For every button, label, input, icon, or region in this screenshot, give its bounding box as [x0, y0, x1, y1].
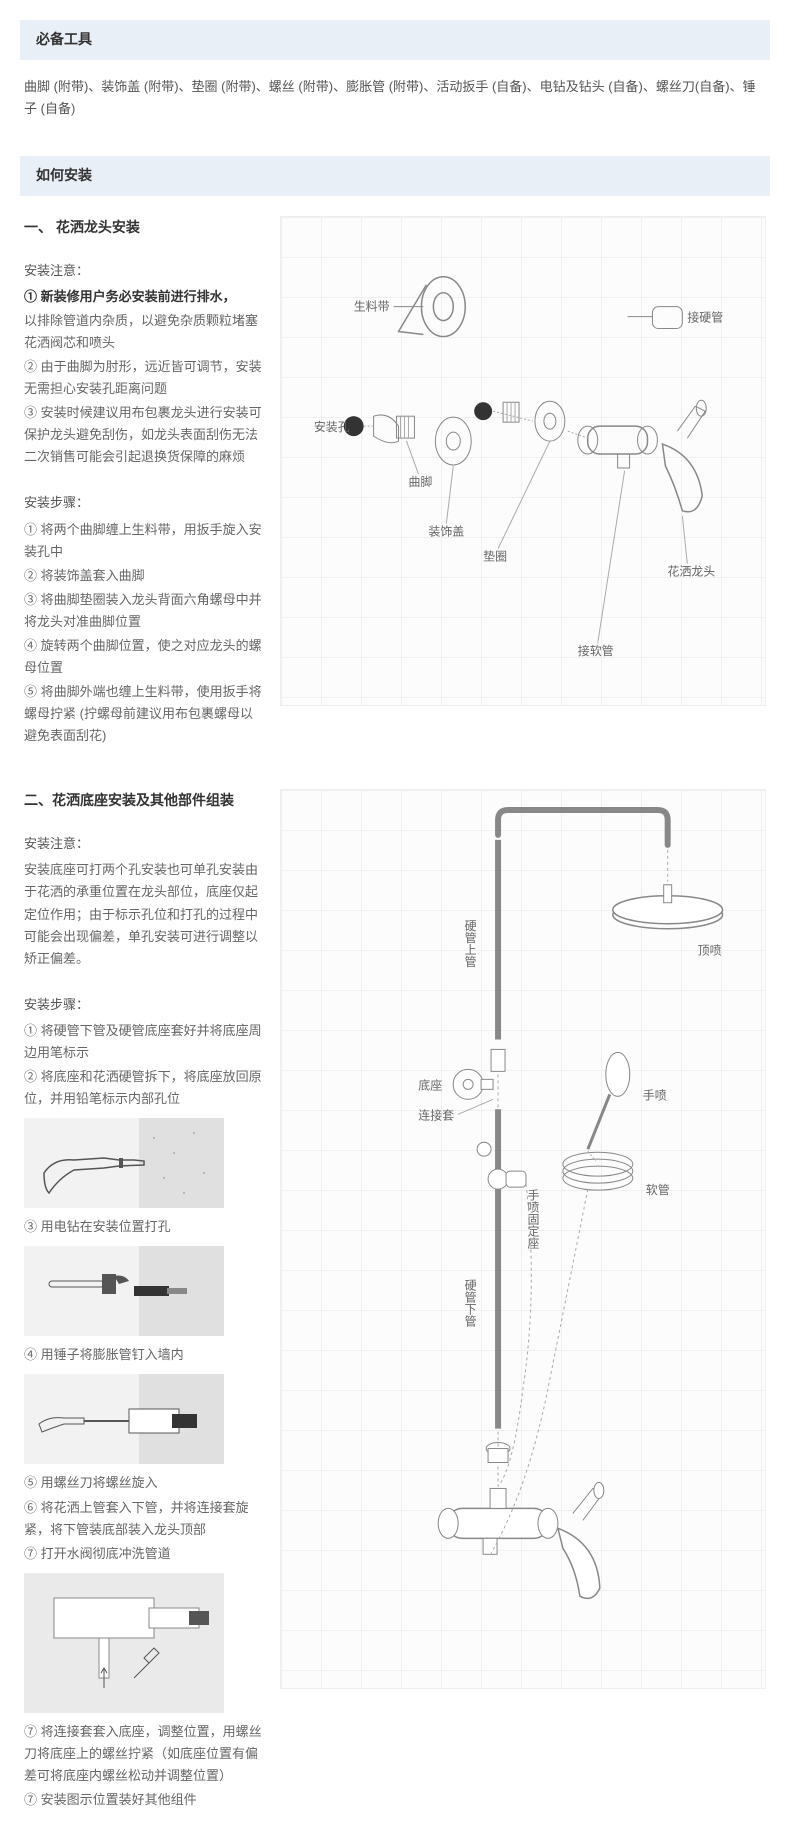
elbow-right-icon: [503, 402, 519, 422]
elbow-left-icon: [374, 415, 415, 443]
section1-title: 一、 花洒龙头安装: [24, 216, 264, 240]
diagram-2: 硬管上管 顶喷 底座 连接套 手喷: [280, 789, 766, 1689]
lbl-head: 顶喷: [698, 944, 722, 958]
lbl-tape: 生料带: [354, 299, 390, 313]
faucet-bottom-icon: [438, 1483, 604, 1599]
diagram-1: 生料带 接硬管 安装孔 曲脚 装饰盖: [280, 216, 766, 706]
tools-list: 曲脚 (附带)、装饰盖 (附带)、垫圈 (附带)、螺丝 (附带)、膨胀管 (附带…: [0, 60, 790, 136]
tools-header: 必备工具: [20, 20, 770, 60]
lbl-hand: 手喷: [643, 1089, 667, 1103]
lbl-cover: 装饰盖: [428, 524, 464, 538]
faucet-icon: [578, 400, 706, 512]
base-icon: [453, 1070, 483, 1100]
hammer-img: [24, 1246, 224, 1336]
hole2-icon: [474, 402, 492, 420]
lbl-base: 底座: [418, 1078, 442, 1093]
drill-img: [24, 1118, 224, 1208]
lbl-hole: 安装孔: [314, 419, 350, 434]
section-2: 二、花洒底座安装及其他部件组装 安装注意： 安装底座可打两个孔安装也可单孔安装由…: [0, 769, 790, 1833]
lbl-washer: 垫圈: [483, 548, 507, 563]
note2-text: 安装底座可打两个孔安装也可单孔安装由于花洒的承重位置在龙头部位，底座仅起定位作用…: [24, 859, 264, 969]
note2: ② 由于曲脚为肘形，远近皆可调节，安装无需担心安装孔距离问题: [24, 356, 264, 400]
lbl-lower: 硬管下管: [463, 1279, 477, 1327]
lbl-upper: 硬管上管: [463, 920, 477, 968]
lbl-connector: 连接套: [418, 1108, 454, 1123]
s2-step6: ⑥ 将花洒上管套入下管，并将连接套旋紧，将下管装底部装入龙头顶部: [24, 1497, 264, 1541]
s2-step3: ③ 用电钻在安装位置打孔: [24, 1216, 264, 1238]
s1-step5: ⑤ 将曲脚外端也缠上生料带，使用扳手将螺母拧紧 (拧螺母前建议用布包裹螺母以避免…: [24, 681, 264, 747]
section-1: 一、 花洒龙头安装 安装注意： ① 新装修用户务必安装前进行排水， 以排除管道内…: [0, 196, 790, 770]
cover2-icon: [535, 401, 565, 441]
lbl-holder: 手喷固定座: [526, 1189, 540, 1250]
s1-step3: ③ 将曲脚垫圈装入龙头背面六角螺母中并将龙头对准曲脚位置: [24, 589, 264, 633]
note1-bold: ① 新装修用户务必安装前进行排水，: [24, 289, 236, 304]
bracket-img: [24, 1573, 224, 1713]
note1: ① 新装修用户务必安装前进行排水，: [24, 286, 264, 308]
steps2-label: 安装步骤：: [24, 994, 264, 1016]
lbl-softpipe: 接软管: [578, 643, 614, 658]
hardpipe-icon: [628, 306, 683, 328]
steps-block: 安装步骤： ① 将两个曲脚缠上生料带，用扳手旋入安装孔中 ② 将装饰盖套入曲脚 …: [24, 492, 264, 747]
s1-step2: ② 将装饰盖套入曲脚: [24, 565, 264, 587]
s2-step5: ⑤ 用螺丝刀将螺丝旋入: [24, 1472, 264, 1494]
s2-step2: ② 将底座和花洒硬管拆下，将底座放回原位，并用铅笔标示内部孔位: [24, 1066, 264, 1110]
s1-step1: ① 将两个曲脚缠上生料带，用扳手旋入安装孔中: [24, 519, 264, 563]
lbl-elbow: 曲脚: [408, 474, 432, 489]
note-label: 安装注意：: [24, 260, 264, 282]
s2-step4: ④ 用锤子将膨胀管钉入墙内: [24, 1344, 264, 1366]
hand-icon: [588, 1053, 630, 1150]
steps-label: 安装步骤：: [24, 492, 264, 514]
cover-icon: [435, 417, 471, 465]
s2-step1: ① 将硬管下管及硬管底座套好并将底座周边用笔标示: [24, 1020, 264, 1064]
section2-text: 二、花洒底座安装及其他部件组装 安装注意： 安装底座可打两个孔安装也可单孔安装由…: [24, 789, 264, 1813]
tape-icon: [394, 277, 466, 337]
section2-title: 二、花洒底座安装及其他部件组装: [24, 789, 264, 813]
s2-step8: ⑦ 将连接套套入底座，调整位置，用螺丝刀将底座上的螺丝拧紧（如底座位置有偏差可将…: [24, 1721, 264, 1787]
note1c: 以排除管道内杂质，以避免杂质颗粒堵塞花洒阀芯和喷头: [24, 310, 264, 354]
note2-label: 安装注意：: [24, 833, 264, 855]
holder-icon: [477, 1143, 526, 1190]
s2-step7: ⑦ 打开水阀彻底冲洗管道: [24, 1543, 264, 1565]
install-header: 如何安装: [20, 156, 770, 196]
s2-step9: ⑦ 安装图示位置装好其他组件: [24, 1789, 264, 1811]
s1-step4: ④ 旋转两个曲脚位置，使之对应龙头的螺母位置: [24, 635, 264, 679]
hose-icon: [563, 1153, 633, 1191]
lbl-hardpipe: 接硬管: [687, 309, 723, 324]
lbl-faucet: 花洒龙头: [667, 563, 715, 578]
note3: ③ 安装时候建议用布包裹龙头进行安装可保护龙头避免刮伤，如龙头表面刮伤无法二次销…: [24, 402, 264, 468]
screw-img: [24, 1374, 224, 1464]
section1-text: 一、 花洒龙头安装 安装注意： ① 新装修用户务必安装前进行排水， 以排除管道内…: [24, 216, 264, 750]
connector-icon: [491, 1050, 505, 1072]
steps2-block: 安装步骤： ① 将硬管下管及硬管底座套好并将底座周边用笔标示 ② 将底座和花洒硬…: [24, 994, 264, 1811]
lbl-hose: 软管: [646, 1183, 670, 1198]
